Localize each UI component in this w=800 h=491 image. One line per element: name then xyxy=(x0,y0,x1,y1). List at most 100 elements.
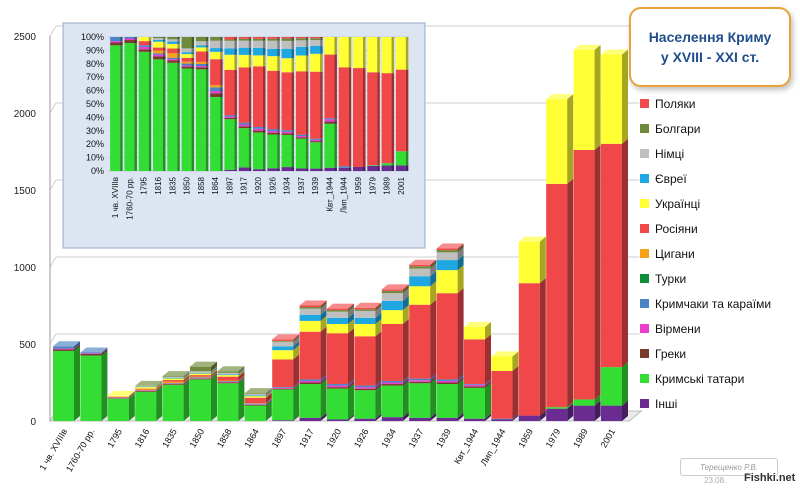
bar-segment xyxy=(354,310,376,318)
y-tick-label: 1000 xyxy=(14,263,37,274)
inset-bar-segment-side xyxy=(263,37,266,39)
bar-segment-side xyxy=(265,390,272,397)
x-tick-label: 1897 xyxy=(270,427,289,449)
inset-bar-segment-side xyxy=(148,45,152,47)
bar-segment-side xyxy=(375,385,382,419)
bar-segment xyxy=(272,341,294,347)
bar-segment-side xyxy=(128,393,135,421)
inset-y-tick-label: 90% xyxy=(86,45,104,55)
main-chart-bars xyxy=(53,44,628,421)
inset-bar-stack xyxy=(195,37,209,171)
inset-bar-segment-side xyxy=(320,39,323,46)
bar-segment-side xyxy=(101,347,108,354)
inset-bar-segment-side xyxy=(277,48,280,57)
chart-title-box: Населення Криму у XVIII - XXI ст. xyxy=(629,7,791,87)
bar-top xyxy=(272,334,300,340)
bar-top xyxy=(135,380,163,386)
bar-segment-side xyxy=(375,331,382,386)
bar-segment-side xyxy=(375,304,382,311)
legend-label: Цигани xyxy=(655,246,695,261)
inset-bar-segment-side xyxy=(205,41,209,46)
bar-segment-side xyxy=(320,375,327,383)
bar-segment-side xyxy=(430,412,437,421)
inset-bar-segment xyxy=(138,46,149,50)
inset-bar-segment xyxy=(138,37,149,42)
inset-bar-segment xyxy=(310,53,321,72)
bar-segment xyxy=(217,376,239,381)
inset-bar-segment xyxy=(295,134,306,137)
inset-bar-segment-side xyxy=(248,128,252,168)
bar-stack xyxy=(601,49,628,421)
inset-y-tick-label: 30% xyxy=(86,126,104,136)
inset-bar-segment xyxy=(124,38,135,41)
inset-bar-segment-side xyxy=(305,40,309,47)
bar-segment-side xyxy=(375,302,382,310)
bar-segment xyxy=(162,380,184,382)
inset-bar-segment xyxy=(238,67,249,123)
inset-bar-segment-side xyxy=(191,54,195,58)
bar-stack xyxy=(190,361,217,421)
inset-bar-segment xyxy=(210,51,221,60)
inset-bar-stack xyxy=(353,37,366,171)
bar-segment-side xyxy=(238,367,245,375)
inset-bar-segment xyxy=(381,73,392,164)
bar-segment-side xyxy=(101,348,108,355)
legend-label: Греки xyxy=(655,346,687,361)
inset-bar-segment xyxy=(195,61,206,64)
bar-segment xyxy=(573,399,595,406)
x-tick-label: 1850 xyxy=(188,427,207,449)
inset-bar-segment-side xyxy=(405,69,409,152)
inset-bar-segment-side xyxy=(191,66,195,69)
inset-bar-segment xyxy=(195,37,206,42)
bar-segment-side xyxy=(375,318,382,337)
bar-segment-side xyxy=(430,373,437,381)
bar-segment xyxy=(546,99,568,184)
inset-y-tick-label: 60% xyxy=(86,86,104,96)
bar-segment-side xyxy=(430,375,437,382)
inset-bar-stack xyxy=(181,37,195,171)
bar-stack xyxy=(162,371,190,421)
bar-segment xyxy=(272,346,294,351)
inset-bar-segment-side xyxy=(320,71,323,139)
inset-bar-segment-side xyxy=(234,169,237,171)
inset-bar-segment xyxy=(167,62,178,171)
bar-segment-side xyxy=(128,391,135,398)
inset-bar-segment-side xyxy=(248,54,252,68)
bar-segment-side xyxy=(567,178,574,408)
bar-segment-side xyxy=(485,381,491,388)
legend-label: Німці xyxy=(655,146,685,161)
inset-bar-segment xyxy=(153,50,163,54)
inset-bar-segment-side xyxy=(291,40,295,49)
bar-segment-side xyxy=(211,367,217,374)
bar-segment xyxy=(190,377,211,379)
bar-segment xyxy=(546,183,568,408)
bar-segment-side xyxy=(211,373,217,379)
bar-segment xyxy=(464,384,485,387)
inset-bar-segment-side xyxy=(334,167,337,171)
inset-bar-segment-side xyxy=(205,37,209,42)
bar-segment-side xyxy=(375,380,382,388)
inset-bar-segment xyxy=(224,116,235,118)
bar-segment xyxy=(546,408,568,421)
bar-segment xyxy=(464,386,485,388)
inset-bar-segment xyxy=(153,53,163,55)
legend-swatch xyxy=(640,299,649,308)
bar-segment-side xyxy=(156,383,163,390)
bar-segment-side xyxy=(457,374,464,381)
bar-top xyxy=(244,388,272,394)
inset-bar-segment-side xyxy=(334,54,337,119)
inset-bar-segment xyxy=(295,137,306,139)
bar-top xyxy=(381,284,409,290)
inset-x-tick-label: 1850 xyxy=(183,176,192,194)
bar-segment-side xyxy=(211,372,217,379)
inset-bar-segment-side xyxy=(334,37,337,55)
x-tick-label: 2001 xyxy=(599,427,618,449)
inset-bar-segment xyxy=(310,37,321,39)
inset-bar-segment xyxy=(395,165,406,171)
bar-top xyxy=(409,259,437,265)
inset-bar-segment-side xyxy=(277,38,280,41)
inset-bar-segment-side xyxy=(263,130,266,133)
inset-bar-segment xyxy=(181,65,192,67)
bar-segment-side xyxy=(457,412,464,421)
inset-bar-segment xyxy=(181,54,192,58)
